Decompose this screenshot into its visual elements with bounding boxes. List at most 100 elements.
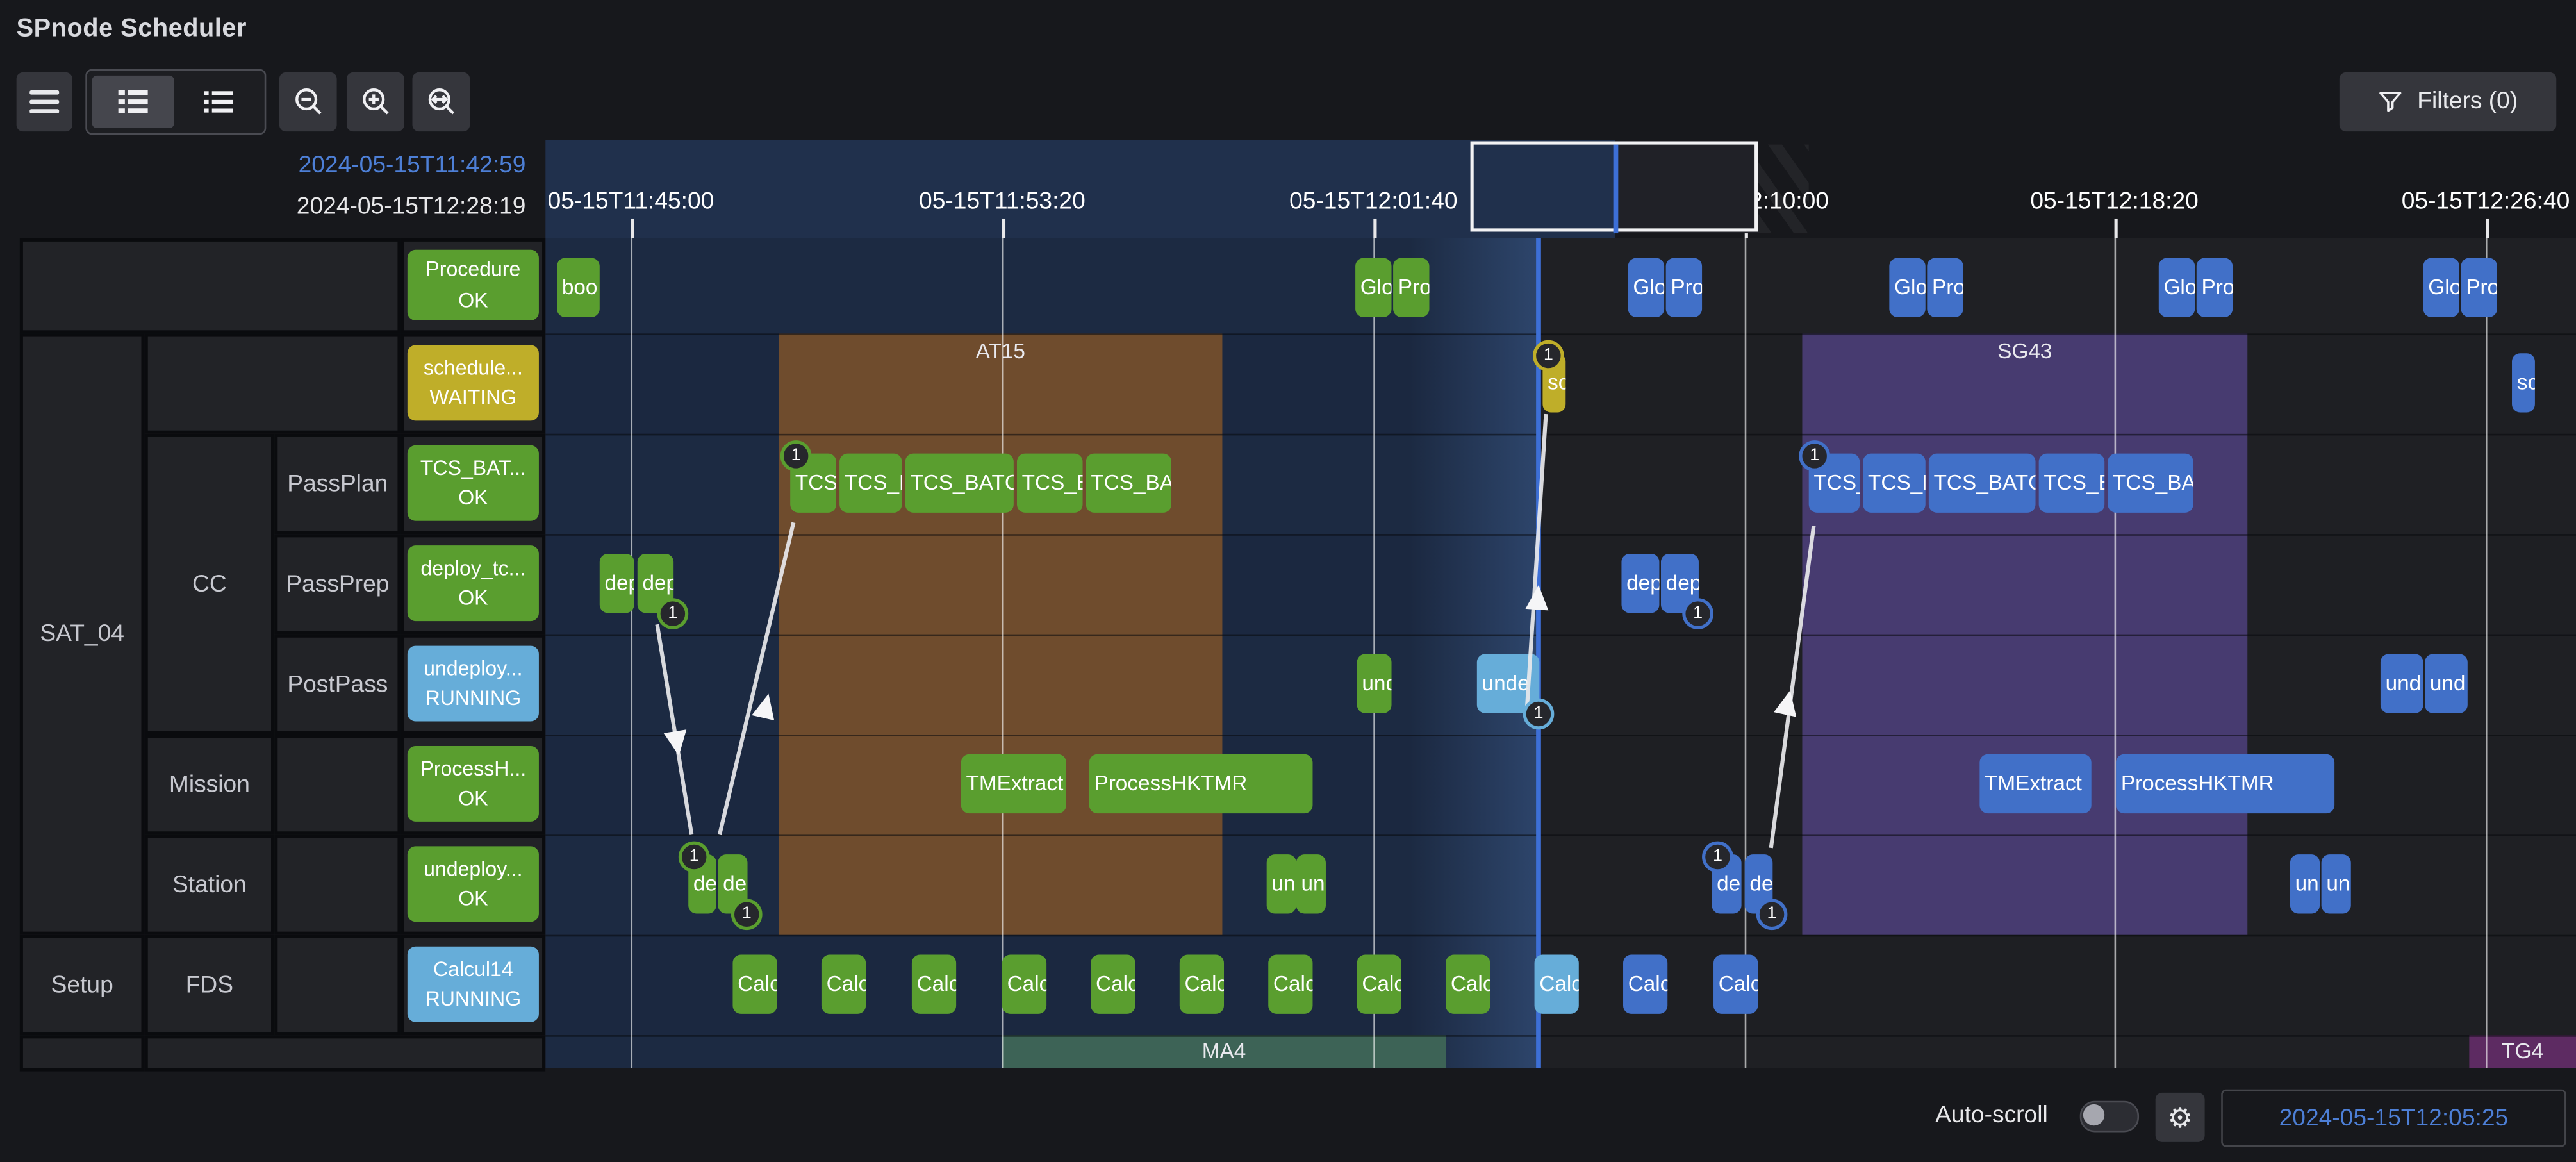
- status-badge[interactable]: ProcessH... OK: [407, 745, 539, 822]
- status-badge[interactable]: undeploy... OK: [407, 846, 539, 922]
- task-bar[interactable]: TCS_BATC: [905, 453, 1014, 513]
- autoscroll-toggle[interactable]: [2079, 1100, 2140, 1133]
- task-bar[interactable]: Pro: [1665, 258, 1703, 317]
- status-badge-name: deploy_tc...: [420, 556, 526, 580]
- task-bar[interactable]: Calc: [1623, 954, 1668, 1014]
- filter-funnel-icon: [2378, 88, 2404, 115]
- status-badge[interactable]: TCS_BAT... OK: [407, 445, 539, 521]
- task-bar[interactable]: un: [2290, 854, 2320, 914]
- task-bar[interactable]: un: [2321, 854, 2351, 914]
- row-next-spacer: [144, 1035, 546, 1072]
- task-bar[interactable]: de: [1712, 854, 1742, 914]
- status-badge[interactable]: undeploy... RUNNING: [407, 645, 539, 722]
- count-badge: 1: [678, 841, 710, 873]
- task-bar[interactable]: un: [1296, 854, 1326, 914]
- row-separator: [545, 934, 2576, 937]
- task-bar[interactable]: Calc: [1268, 954, 1313, 1014]
- task-bar[interactable]: TCS_BAT: [1086, 453, 1171, 513]
- status-badge[interactable]: deploy_tc... OK: [407, 545, 539, 622]
- settings-button[interactable]: ⚙: [2155, 1092, 2205, 1142]
- row-separator: [545, 735, 2576, 736]
- count-badge: 1: [731, 899, 763, 931]
- task-bar[interactable]: und: [2380, 654, 2423, 713]
- hamburger-icon: [29, 90, 60, 113]
- task-bar[interactable]: TMExtract: [961, 754, 1066, 814]
- task-bar[interactable]: und: [2425, 654, 2468, 713]
- status-badge[interactable]: Calcul14 RUNNING: [407, 946, 539, 1022]
- row-postpass: PostPass: [274, 634, 401, 735]
- row-procedure-spacer: [19, 238, 401, 334]
- status-badge-state: RUNNING: [425, 987, 522, 1011]
- task-bar[interactable]: Glol: [2423, 258, 2459, 317]
- detailed-list-view-button[interactable]: [92, 75, 174, 128]
- task-bar[interactable]: Calc: [732, 954, 777, 1014]
- status-badge[interactable]: Procedure OK: [407, 249, 539, 320]
- status-badge[interactable]: schedule... WAITING: [407, 345, 539, 421]
- task-bar[interactable]: Calc: [1713, 954, 1758, 1014]
- task-bar[interactable]: TCS_BATC: [1928, 453, 2036, 513]
- task-bar[interactable]: boo: [557, 258, 600, 317]
- zoom-in-icon: [359, 85, 392, 118]
- task-bar[interactable]: dep: [637, 553, 674, 613]
- task-bar[interactable]: dep: [599, 553, 634, 613]
- task-bar[interactable]: Calc: [911, 954, 957, 1014]
- task-bar[interactable]: Calc: [821, 954, 866, 1014]
- task-bar[interactable]: Calc: [1534, 954, 1579, 1014]
- task-bar[interactable]: Calc: [1002, 954, 1047, 1014]
- group-setup-label: Setup: [51, 972, 113, 999]
- filters-button[interactable]: Filters (0): [2339, 72, 2557, 132]
- current-time-input[interactable]: 2024-05-15T12:05:25: [2221, 1089, 2566, 1147]
- task-bar[interactable]: Glol: [1628, 258, 1665, 317]
- zoom-fit-button[interactable]: [412, 72, 470, 132]
- task-bar[interactable]: Pro: [2196, 258, 2233, 317]
- axis-tick-label: 05-15T12:18:20: [2030, 188, 2199, 215]
- task-bar[interactable]: TCS_E: [1016, 453, 1083, 513]
- task-bar[interactable]: ProcessHKTMR: [2116, 754, 2335, 814]
- task-bar[interactable]: TCS_E: [839, 453, 902, 513]
- time-gridline: [2114, 238, 2117, 1068]
- status-badge-state: WAITING: [429, 386, 517, 410]
- task-bar[interactable]: Glol: [2158, 258, 2195, 317]
- row-future-bg: [1537, 1035, 2576, 1068]
- timeline-axis[interactable]: 05-15T11:45:00 05-15T11:53:20 05-15T12:01:…: [545, 139, 2576, 238]
- row-separator: [545, 834, 2576, 836]
- count-badge: 1: [780, 440, 812, 472]
- time-gridline: [1744, 238, 1747, 1068]
- task-bar[interactable]: Calc: [1446, 954, 1490, 1014]
- timeline-chart[interactable]: AT15SG43MA4TG4booGlolProGlolProGlolProGl…: [545, 238, 2576, 1068]
- task-bar[interactable]: TCS_: [790, 453, 836, 513]
- status-badge-state: OK: [458, 887, 488, 911]
- task-bar[interactable]: TCS_E: [2038, 453, 2105, 513]
- task-bar[interactable]: dep: [1621, 553, 1660, 613]
- zoom-fit-icon: [425, 85, 458, 118]
- pass-block-label: AT15: [975, 338, 1025, 363]
- task-bar[interactable]: und: [1357, 654, 1392, 713]
- task-bar[interactable]: Pro: [1393, 258, 1430, 317]
- row-separator: [545, 433, 2576, 436]
- row-fds-label: FDS: [185, 972, 234, 999]
- task-bar[interactable]: TCS_E: [1863, 453, 1926, 513]
- task-bar[interactable]: ProcessHKTMR: [1089, 754, 1313, 814]
- task-bar[interactable]: Calc: [1091, 954, 1135, 1014]
- zoom-out-button[interactable]: [279, 72, 337, 132]
- now-glow: [1409, 238, 1538, 1068]
- axis-past-region: [545, 139, 1615, 238]
- task-bar[interactable]: Calc: [1179, 954, 1225, 1014]
- pass-block-ma4[interactable]: MA4: [1002, 1035, 1446, 1068]
- zoom-in-button[interactable]: [346, 72, 404, 132]
- status-badge-state: OK: [458, 288, 488, 311]
- task-bar[interactable]: TMExtract: [1979, 754, 2092, 814]
- task-bar[interactable]: un: [1266, 854, 1296, 914]
- toggle-knob: [2083, 1104, 2105, 1126]
- selection-hatch-future: [1615, 144, 1758, 234]
- menu-button[interactable]: [16, 72, 72, 132]
- compact-list-icon: [203, 90, 234, 113]
- task-bar[interactable]: sc: [2512, 353, 2535, 413]
- task-bar[interactable]: Pro: [2461, 258, 2497, 317]
- task-bar[interactable]: Calc: [1357, 954, 1401, 1014]
- compact-list-view-button[interactable]: [178, 76, 260, 128]
- task-bar[interactable]: Glol: [1355, 258, 1392, 317]
- task-bar[interactable]: TCS_BAT: [2108, 453, 2193, 513]
- task-bar[interactable]: Pro: [1927, 258, 1963, 317]
- task-bar[interactable]: Glol: [1889, 258, 1926, 317]
